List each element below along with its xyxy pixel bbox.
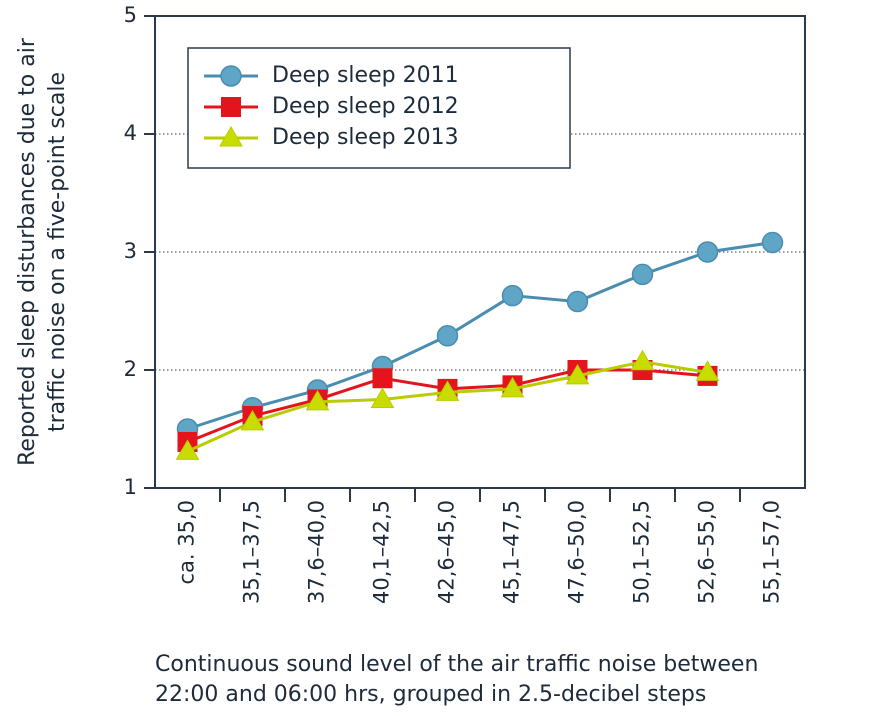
marker	[372, 368, 393, 389]
marker	[631, 263, 654, 286]
y-axis-title: Reported sleep disturbances due to air	[15, 37, 40, 466]
legend-marker	[219, 126, 243, 147]
legend-marker	[221, 97, 241, 117]
marker	[695, 360, 720, 381]
marker	[370, 387, 395, 408]
marker	[761, 231, 784, 254]
x-tick-label: ca. 35,0	[175, 500, 199, 585]
series	[175, 349, 720, 460]
x-tick-label: 47,6–50,0	[565, 500, 589, 604]
y-tick-label: 5	[124, 3, 137, 27]
legend: Deep sleep 2011 Deep sleep 2012 Deep sleep…	[187, 47, 571, 169]
marker	[435, 380, 460, 401]
marker	[500, 376, 525, 398]
series	[176, 231, 784, 440]
x-axis-title: 22:00 and 06:00 hrs, grouped in 2.5-deci…	[155, 682, 706, 707]
line	[187, 241, 773, 431]
x-tick-label: 40,1–42,5	[370, 500, 394, 604]
x-tick-label: 35,1–37,5	[240, 500, 264, 604]
legend-label: Deep sleep 2013	[272, 125, 459, 150]
y-tick-label: 4	[124, 121, 137, 145]
marker	[305, 389, 330, 411]
x-tick-label: 42,6–45,0	[435, 500, 459, 604]
y-axis-title: traffic noise on a five-point scale	[45, 72, 70, 432]
marker	[630, 349, 655, 371]
legend-label: Deep sleep 2011	[272, 63, 459, 88]
marker	[175, 439, 200, 460]
marker	[501, 284, 524, 307]
x-tick-label: 37,6–40,0	[305, 500, 329, 604]
x-axis-title: Continuous sound level of the air traffi…	[155, 652, 758, 677]
marker	[566, 290, 589, 313]
marker	[696, 241, 719, 263]
x-tick-label: 55,1–57,0	[760, 500, 784, 604]
legend-label: Deep sleep 2012	[272, 94, 459, 119]
y-tick-label: 1	[124, 475, 137, 499]
marker	[240, 409, 265, 431]
x-tick-label: 45,1–47,5	[500, 500, 524, 604]
y-tick-label: 3	[124, 239, 137, 263]
marker	[565, 363, 590, 385]
line	[186, 360, 708, 453]
x-tick-label: 52,6–55,0	[695, 500, 719, 604]
marker	[436, 325, 459, 347]
y-tick-label: 2	[124, 357, 137, 381]
x-tick-label: 50,1–52,5	[630, 500, 654, 604]
legend-marker	[220, 65, 242, 87]
